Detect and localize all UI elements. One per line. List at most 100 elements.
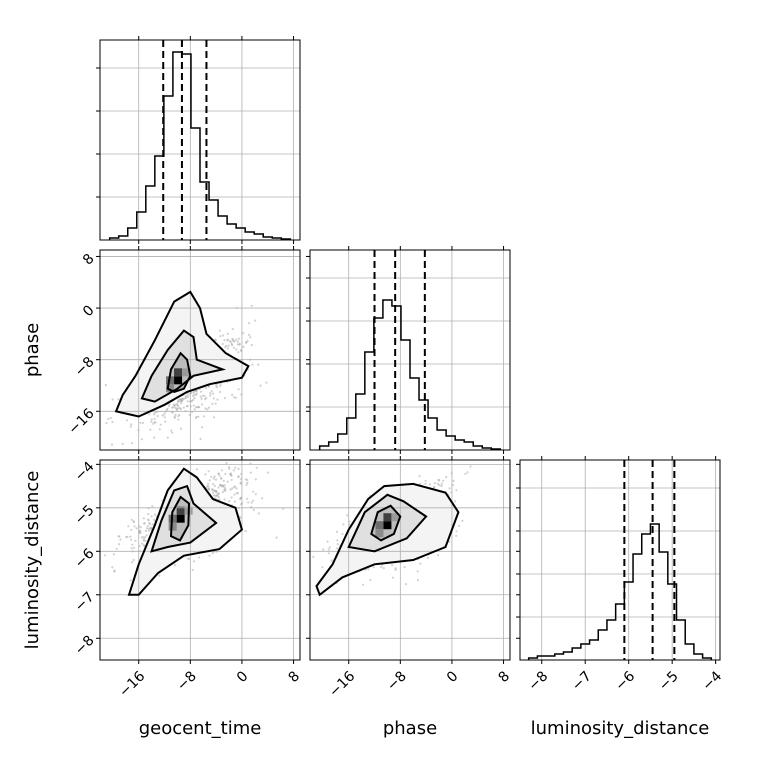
scatter-point: [249, 336, 252, 339]
scatter-point: [404, 583, 408, 586]
scatter-point: [237, 388, 240, 391]
scatter-point: [239, 497, 242, 501]
scatter-point: [118, 535, 121, 538]
scatter-point: [153, 421, 156, 424]
scatter-point: [209, 392, 212, 395]
scatter-point: [219, 384, 222, 388]
scatter-point: [206, 485, 209, 488]
scatter-point: [223, 486, 226, 489]
scatter-point: [265, 381, 268, 384]
scatter-point: [250, 343, 253, 347]
scatter-point: [197, 556, 201, 559]
ytick-label-phase-0: −16: [65, 406, 97, 438]
scatter-point: [210, 390, 213, 393]
scatter-point: [216, 386, 219, 389]
scatter-point: [246, 497, 249, 500]
scatter-point: [251, 363, 254, 366]
scatter-point: [362, 583, 365, 586]
density-peak-geocent_time-vs-luminosity_distance-0: [176, 514, 185, 523]
scatter-point: [154, 513, 157, 516]
scatter-point: [173, 403, 176, 406]
scatter-point: [336, 539, 339, 542]
scatter-point: [151, 505, 154, 508]
histogram-phase: [318, 299, 502, 450]
scatter-point: [132, 546, 136, 549]
scatter-point: [226, 480, 229, 483]
scatter-point: [195, 393, 198, 396]
scatter-point: [158, 574, 161, 577]
scatter-point: [238, 342, 241, 345]
scatter-point: [130, 528, 133, 531]
scatter-point: [458, 524, 461, 528]
scatter-point: [242, 332, 245, 335]
scatter-point: [147, 513, 150, 516]
scatter-point: [204, 473, 207, 476]
scatter-point: [254, 319, 257, 322]
scatter-point: [207, 487, 210, 490]
scatter-point: [175, 402, 178, 405]
scatter-point: [212, 477, 215, 480]
xlabel-geocent-time: geocent_time: [139, 718, 262, 739]
scatter-point: [163, 413, 166, 416]
scatter-point: [341, 532, 344, 536]
scatter-point: [234, 485, 237, 488]
density-peak-geocent_time-vs-luminosity_distance-3: [168, 522, 177, 531]
scatter-point: [219, 382, 222, 386]
scatter-point: [176, 404, 179, 407]
scatter-point: [206, 408, 209, 411]
scatter-point: [217, 472, 220, 475]
scatter-point: [182, 406, 185, 409]
scatter-point: [135, 527, 138, 530]
scatter-point: [144, 536, 147, 539]
scatter-point: [165, 409, 168, 412]
scatter-point: [326, 540, 329, 543]
scatter-point: [177, 398, 180, 402]
scatter-point: [231, 393, 234, 396]
scatter-point: [217, 472, 220, 475]
scatter-point: [233, 340, 236, 343]
scatter-point: [432, 486, 435, 489]
scatter-point: [275, 536, 278, 539]
density-peak-phase-vs-luminosity_distance-2: [383, 513, 392, 522]
scatter-point: [142, 539, 145, 542]
scatter-point: [221, 342, 224, 346]
scatter-point: [235, 492, 238, 495]
scatter-point: [131, 561, 134, 564]
scatter-point: [342, 523, 345, 526]
scatter-point: [250, 501, 253, 504]
scatter-point: [224, 472, 227, 476]
scatter-point: [163, 416, 166, 419]
scatter-point: [469, 465, 472, 468]
scatter-point: [233, 346, 236, 349]
scatter-point: [235, 338, 238, 341]
scatter-point: [248, 333, 251, 336]
scatter-point: [255, 466, 258, 469]
ytick-label-phase-1: −8: [72, 354, 98, 380]
xtick-label-luminosity_distance-3: −5: [656, 668, 682, 694]
scatter-point: [151, 523, 154, 526]
scatter-point: [364, 568, 367, 571]
scatter-point: [218, 498, 221, 501]
scatter-point: [252, 508, 255, 512]
scatter-point: [178, 398, 181, 401]
scatter-point: [167, 404, 171, 408]
scatter-point: [461, 519, 464, 523]
scatter-point: [218, 474, 221, 477]
scatter-point: [132, 520, 135, 523]
scatter-point: [203, 415, 206, 418]
scatter-point: [139, 421, 142, 424]
scatter-point: [208, 554, 211, 557]
histogram-geocent_time: [108, 51, 292, 240]
scatter-point: [232, 469, 235, 472]
scatter-point: [173, 563, 176, 567]
scatter-point: [246, 481, 249, 484]
scatter-point: [223, 498, 226, 501]
scatter-point: [224, 346, 227, 349]
scatter-point: [150, 515, 153, 518]
xtick-label-luminosity_distance-1: −7: [569, 668, 595, 694]
contour-phase-vs-luminosity_distance-1: [347, 493, 428, 553]
scatter-point: [248, 322, 251, 325]
scatter-point: [192, 394, 195, 397]
scatter-point: [217, 492, 220, 495]
